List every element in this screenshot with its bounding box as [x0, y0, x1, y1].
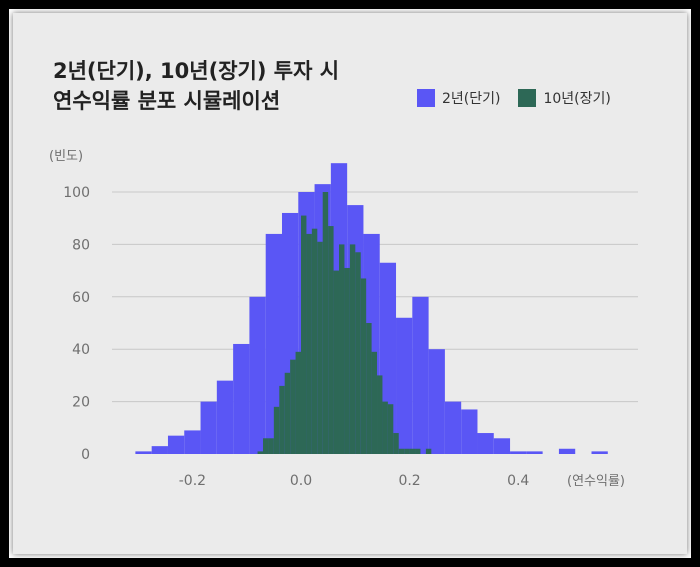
- bar-short: [558, 448, 576, 454]
- bar-short: [233, 343, 250, 454]
- x-axis-ticks: -0.2 0.0 0.2 0.4: [179, 473, 530, 489]
- bar-long: [257, 451, 263, 454]
- y-tick-label: 40: [72, 342, 90, 358]
- bar-long: [377, 375, 383, 454]
- bar-long: [366, 323, 372, 454]
- legend-label-long: 10년(장기): [543, 91, 611, 107]
- bar-long: [284, 372, 291, 454]
- bar-long: [409, 448, 416, 454]
- title-line-2: 연수익률 분포 시뮬레이션: [53, 89, 281, 113]
- bar-short: [200, 401, 217, 454]
- bar-short: [249, 296, 266, 454]
- bar-long: [273, 406, 280, 454]
- bar-long: [279, 385, 285, 454]
- legend: 2년(단기) 10년(장기): [417, 88, 629, 108]
- bar-short: [265, 233, 282, 454]
- bar-long: [301, 215, 307, 454]
- bar-short: [216, 380, 234, 454]
- x-tick-label: -0.2: [179, 473, 206, 489]
- bar-long: [306, 233, 312, 454]
- y-tick-label: 80: [72, 237, 90, 253]
- bar-short: [526, 451, 543, 454]
- bar-short: [477, 433, 494, 454]
- bar-long: [311, 228, 318, 454]
- bar-long: [425, 448, 432, 454]
- bar-long: [398, 448, 405, 454]
- x-axis-unit: (연수익률): [567, 474, 625, 489]
- legend-swatch-short: [417, 89, 435, 107]
- bar-long: [360, 278, 367, 454]
- y-tick-label: 100: [63, 185, 90, 201]
- x-tick-label: 0.4: [507, 473, 529, 489]
- bar-short: [444, 401, 462, 454]
- legend-label-short: 2년(단기): [442, 91, 501, 107]
- bar-long: [415, 448, 421, 454]
- y-tick-label: 60: [72, 290, 90, 306]
- y-axis-unit: (빈도): [49, 149, 83, 164]
- y-tick-label: 0: [81, 447, 90, 463]
- bar-long: [349, 244, 356, 454]
- x-tick-label: 0.2: [398, 473, 420, 489]
- bar-long: [387, 404, 394, 454]
- bar-short: [151, 446, 168, 454]
- bar-long: [290, 359, 296, 454]
- bar-long: [333, 270, 340, 454]
- bar-short: [412, 296, 429, 454]
- bar-long: [371, 351, 378, 454]
- bar-long: [344, 267, 350, 454]
- bar-short: [591, 451, 608, 454]
- bar-short: [167, 435, 185, 454]
- bar-long: [322, 192, 329, 454]
- legend-item-short: 2년(단기): [417, 88, 500, 108]
- legend-swatch-long: [518, 89, 537, 107]
- bar-long: [262, 438, 269, 454]
- bar-short: [184, 430, 201, 454]
- bar-short: [461, 409, 478, 454]
- bar-long: [355, 252, 361, 454]
- y-axis-ticks: 0 20 40 60 80 100: [63, 185, 90, 463]
- x-tick-label: 0.0: [290, 473, 312, 489]
- bar-long: [393, 433, 399, 454]
- bar-short: [135, 451, 152, 454]
- bar-long: [339, 244, 345, 454]
- bar-short: [493, 438, 511, 454]
- bar-short: [396, 317, 413, 454]
- series-long-bars: [257, 192, 432, 454]
- bar-long: [268, 438, 274, 454]
- chart-title: 2년(단기), 10년(장기) 투자 시 연수익률 분포 시뮬레이션: [53, 56, 339, 116]
- bar-long: [317, 241, 323, 454]
- bar-short: [510, 451, 527, 454]
- legend-item-long: 10년(장기): [518, 88, 611, 108]
- bar-short: [428, 349, 445, 454]
- bar-long: [328, 226, 334, 454]
- bar-long: [295, 351, 301, 454]
- y-tick-label: 20: [72, 395, 90, 411]
- title-line-1: 2년(단기), 10년(장기) 투자 시: [53, 59, 340, 83]
- bar-long: [404, 448, 410, 454]
- bar-long: [382, 401, 388, 454]
